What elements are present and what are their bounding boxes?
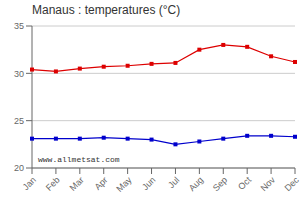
svg-text:20: 20 <box>14 163 24 173</box>
svg-text:Aug: Aug <box>187 175 205 193</box>
svg-text:May: May <box>114 175 133 194</box>
svg-text:Jan: Jan <box>21 175 38 192</box>
svg-text:25: 25 <box>14 116 24 126</box>
svg-text:30: 30 <box>14 69 24 79</box>
html-text:www.allmetsat.com: www.allmetsat.com <box>38 155 120 164</box>
svg-text:Apr: Apr <box>93 175 110 192</box>
svg-text:Jul: Jul <box>166 175 181 190</box>
svg-text:35: 35 <box>14 21 24 31</box>
svg-text:Oct: Oct <box>236 175 253 192</box>
svg-text:Sep: Sep <box>211 175 229 193</box>
svg-text:Feb: Feb <box>44 175 62 193</box>
html-text:Manaus : temperatures (°C): Manaus : temperatures (°C) <box>32 3 181 17</box>
svg-text:Dec: Dec <box>283 175 297 194</box>
svg-text:Mar: Mar <box>68 175 86 193</box>
svg-text:Nov: Nov <box>259 175 278 194</box>
svg-text:Jun: Jun <box>140 175 157 192</box>
